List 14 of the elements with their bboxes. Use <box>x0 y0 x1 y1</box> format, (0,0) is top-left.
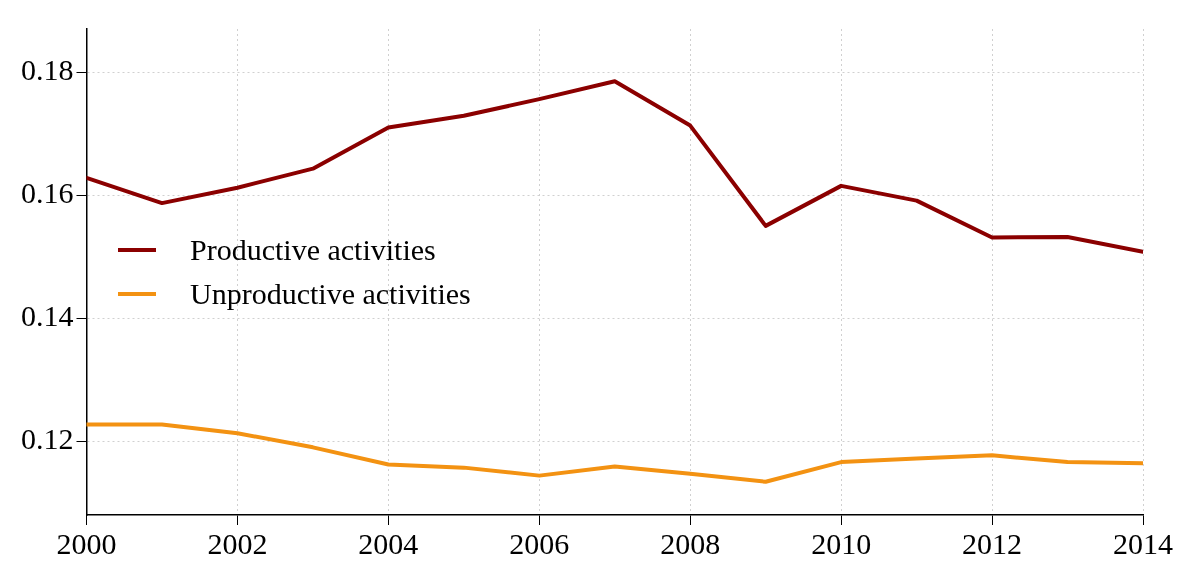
x-tick-label: 2002 <box>207 526 268 560</box>
x-tick-label: 2006 <box>509 526 570 560</box>
x-tick-label: 2008 <box>660 526 721 560</box>
y-tick-label: 0.14 <box>21 299 74 333</box>
legend-label: Unproductive activities <box>190 277 471 311</box>
x-tick-label: 2000 <box>56 526 117 560</box>
x-tick-label: 2010 <box>811 526 872 560</box>
x-tick-label: 2004 <box>358 526 419 560</box>
legend-label: Productive activities <box>190 233 436 267</box>
y-tick-label: 0.16 <box>21 175 74 209</box>
x-tick-label: 2014 <box>1113 526 1173 560</box>
x-tick-label: 2012 <box>962 526 1023 560</box>
y-tick-label: 0.18 <box>21 52 74 86</box>
y-tick-label: 0.12 <box>21 422 74 456</box>
